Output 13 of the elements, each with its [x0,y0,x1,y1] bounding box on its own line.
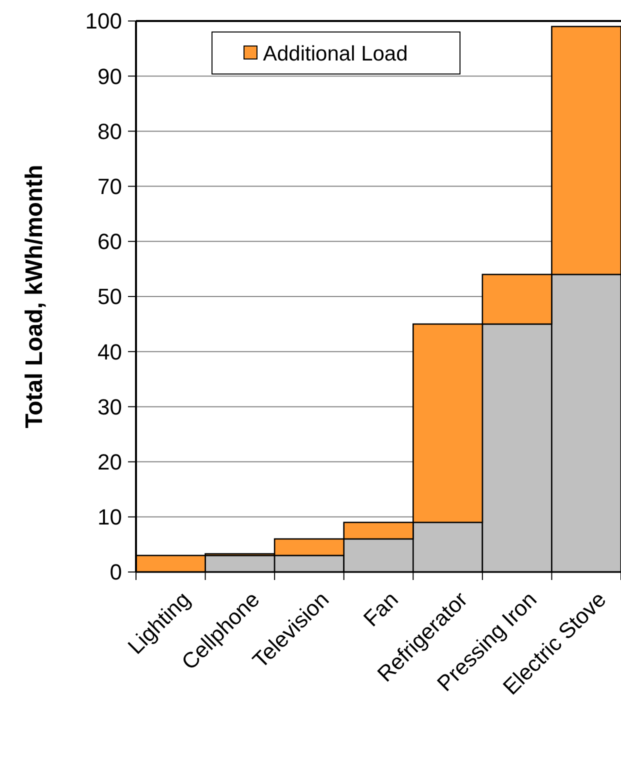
y-tick-label: 90 [98,64,122,89]
y-tick-label: 80 [98,118,122,144]
y-axis-title: Total Load, kWh/month [21,164,48,428]
y-tick-label: 70 [98,174,122,199]
y-tick-label: 30 [98,394,122,420]
y-tick-label: 0 [110,560,122,585]
y-tick-label: 60 [98,229,122,254]
legend-label: Additional Load [263,42,408,66]
y-tick-label: 100 [85,8,122,34]
y-tick-label: 40 [98,339,122,364]
y-tick-label: 50 [98,284,122,310]
y-tick-label: 10 [98,504,122,530]
y-tick-label: 20 [98,450,122,474]
